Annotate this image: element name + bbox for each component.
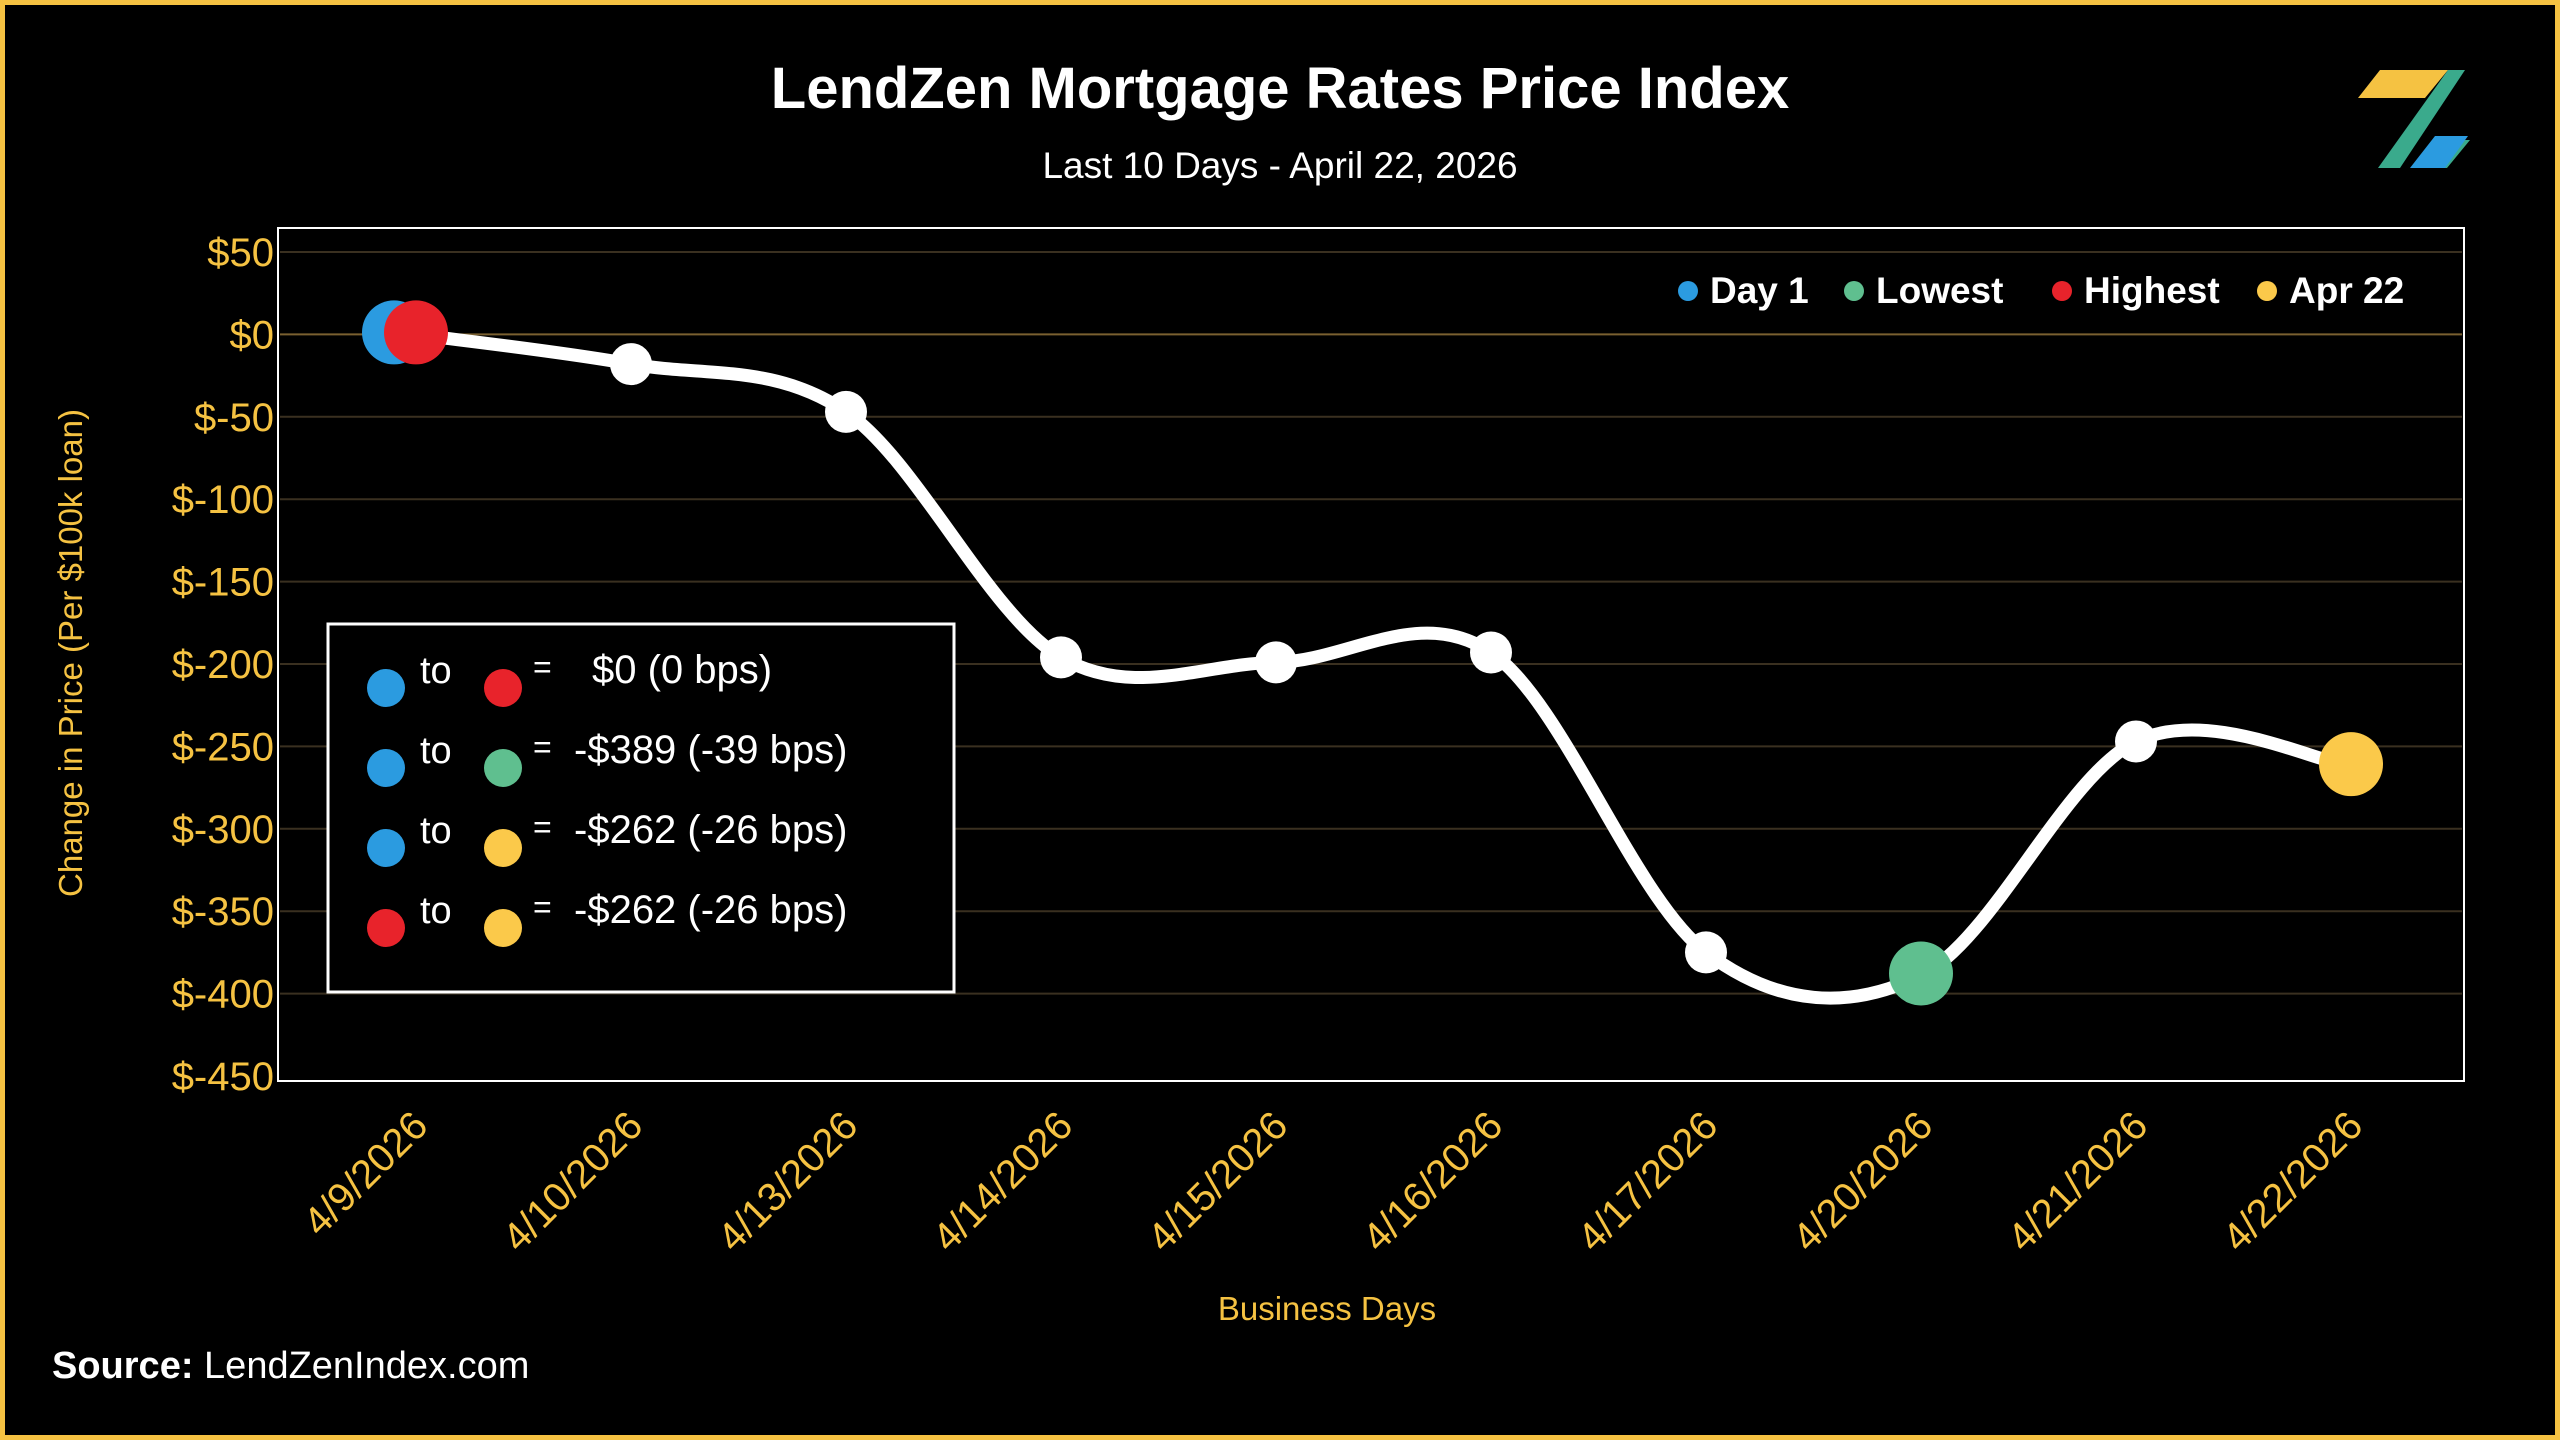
x-axis-ticks: 4/9/2026 4/10/2026 4/13/2026 4/14/2026 4/15/… <box>295 1103 2371 1260</box>
source-label: Source: <box>52 1345 194 1387</box>
summary-to-dot <box>484 909 522 947</box>
summary-equals: = <box>533 729 552 765</box>
summary-from-dot <box>367 669 405 707</box>
summary-equals: = <box>533 649 552 685</box>
y-tick-label: $-400 <box>172 973 274 1017</box>
summary-to-dot <box>484 829 522 867</box>
chart-subtitle: Last 10 Days - April 22, 2026 <box>1042 145 1518 186</box>
data-point <box>610 343 652 386</box>
legend: Day 1 Lowest Highest Apr 22 <box>1678 270 2404 311</box>
summary-box <box>326 622 956 994</box>
x-tick-label: 4/22/2026 <box>2214 1103 2371 1260</box>
lendzen-z-logo <box>2358 70 2470 168</box>
summary-value: -$389 (-39 bps) <box>574 728 847 772</box>
x-tick-label: 4/15/2026 <box>1139 1103 1296 1260</box>
legend-label: Lowest <box>1876 270 2003 311</box>
legend-label: Apr 22 <box>2289 270 2404 311</box>
summary-value: -$262 (-26 bps) <box>574 808 847 852</box>
y-tick-label: $0 <box>230 313 275 357</box>
legend-marker <box>2257 281 2277 301</box>
data-point <box>1685 931 1727 974</box>
data-points <box>362 300 2383 1006</box>
y-tick-label: $-450 <box>172 1055 274 1099</box>
y-tick-label: $-250 <box>172 725 274 769</box>
data-point <box>1470 631 1512 674</box>
data-point <box>825 390 867 433</box>
summary-to-word: to <box>420 890 452 932</box>
y-axis-ticks: $50 $0 $-50 $-100 $-150 $-200 $-250 $-300 $-350 $… <box>172 231 274 1099</box>
summary-value: -$262 (-26 bps) <box>574 888 847 932</box>
y-tick-label: $-100 <box>172 478 274 522</box>
legend-marker <box>1844 281 1864 301</box>
x-tick-label: 4/20/2026 <box>1784 1103 1941 1260</box>
highest-point <box>384 300 448 365</box>
latest-point <box>2319 732 2383 797</box>
summary-from-dot <box>367 909 405 947</box>
data-point <box>1255 641 1297 684</box>
legend-label: Day 1 <box>1710 270 1809 311</box>
x-tick-label: 4/9/2026 <box>295 1103 436 1244</box>
y-tick-label: $-50 <box>194 396 274 440</box>
y-tick-label: $-350 <box>172 890 274 934</box>
summary-to-word: to <box>420 810 452 852</box>
legend-marker <box>2052 281 2072 301</box>
summary-value: $0 (0 bps) <box>592 648 772 692</box>
x-tick-label: 4/21/2026 <box>1999 1103 2156 1260</box>
x-tick-label: 4/13/2026 <box>709 1103 866 1260</box>
plot-area-border <box>277 227 2465 1082</box>
legend-label: Highest <box>2084 270 2220 311</box>
source-value: LendZenIndex.com <box>204 1345 530 1387</box>
y-axis-label: Change in Price (Per $100k loan) <box>52 409 89 897</box>
summary-equals: = <box>533 809 552 845</box>
data-point <box>2115 720 2157 763</box>
summary-rows: to = $0 (0 bps) to = -$389 (-39 bps) to = -$262 … <box>367 648 847 947</box>
y-tick-label: $-150 <box>172 561 274 605</box>
series-line <box>409 327 2358 1005</box>
summary-from-dot <box>367 829 405 867</box>
x-axis-label: Business Days <box>1218 1290 1436 1327</box>
y-tick-label: $-300 <box>172 808 274 852</box>
summary-to-dot <box>484 669 522 707</box>
lowest-point <box>1889 941 1953 1006</box>
summary-to-dot <box>484 749 522 787</box>
source-note: Source: LendZenIndex.com <box>52 1345 529 1388</box>
summary-to-word: to <box>420 650 452 692</box>
summary-from-dot <box>367 749 405 787</box>
x-tick-label: 4/14/2026 <box>924 1103 1081 1260</box>
y-tick-label: $50 <box>207 231 274 275</box>
y-tick-label: $-200 <box>172 643 274 687</box>
x-tick-label: 4/16/2026 <box>1354 1103 1511 1260</box>
summary-equals: = <box>533 889 552 925</box>
legend-marker <box>1678 281 1698 301</box>
data-point <box>1040 636 1082 679</box>
x-tick-label: 4/17/2026 <box>1569 1103 1726 1260</box>
summary-to-word: to <box>420 730 452 772</box>
x-tick-label: 4/10/2026 <box>494 1103 651 1260</box>
chart-title: LendZen Mortgage Rates Price Index <box>770 56 1790 121</box>
